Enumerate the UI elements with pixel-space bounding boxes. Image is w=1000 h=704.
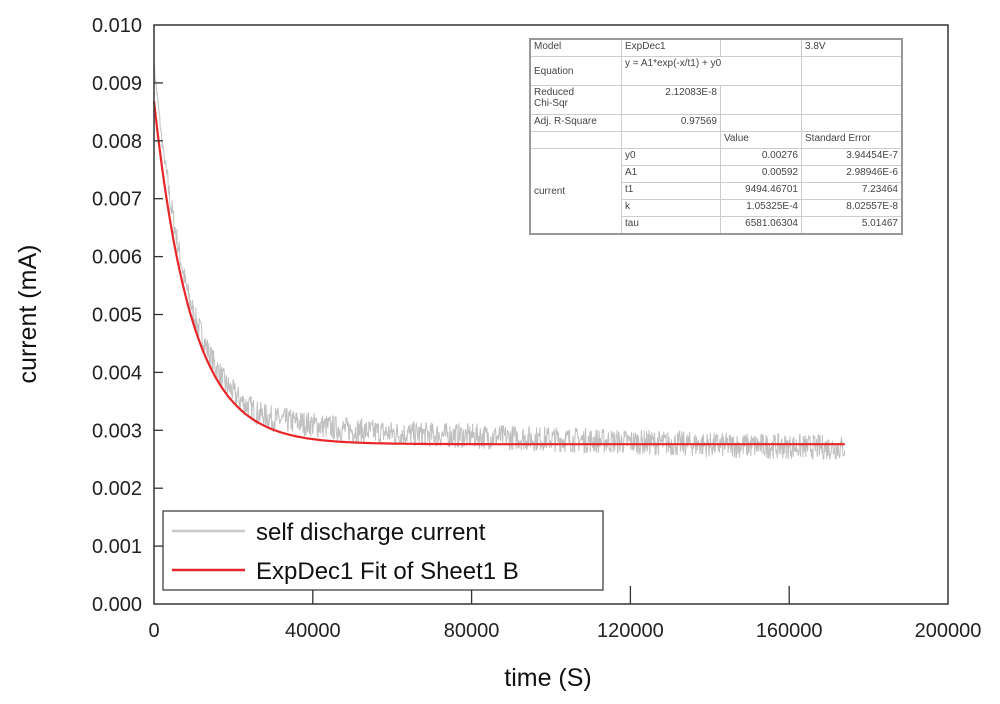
chisq-value: 2.12083E-8 [621,85,721,115]
param-name: t1 [621,182,721,200]
y-tick-label: 0.002 [92,478,142,500]
y-axis: 0.000 0.001 0.002 0.003 0.004 0.005 0.006 0.007… [92,15,163,616]
param-error: 7.23464 [801,182,903,200]
x-tick-label: 200000 [915,620,982,642]
model-label: Model [529,38,622,57]
param-value: 0.00592 [720,165,802,183]
legend: self discharge current ExpDec1 Fit of Sh… [162,510,604,591]
param-name: tau [621,216,721,235]
y-tick-label: 0.003 [92,420,142,442]
legend-box [162,510,604,591]
param-name: k [621,199,721,217]
empty-cell [720,85,802,115]
model-value: ExpDec1 [621,38,721,57]
expdec1-fit-line [152,101,845,446]
empty-cell [529,131,622,149]
equation-label: Equation [529,56,622,86]
legend-label-fit: ExpDec1 Fit of Sheet1 B [256,558,519,585]
y-tick-label: 0.006 [92,247,142,269]
chisq-label-1: Reduced [534,87,575,98]
y-tick-label: 0.009 [92,73,142,95]
y-tick-label: 0.001 [92,536,142,558]
legend-label-self-discharge: self discharge current [256,519,486,546]
group-label: current [529,148,622,235]
param-error: 8.02557E-8 [801,199,903,217]
r2-label: Adj. R-Square [529,114,622,132]
empty-cell [801,85,903,115]
empty-cell [720,38,802,57]
param-row: current y0 0.00276 3.94454E-7 [529,148,903,235]
self-discharge-current-line [153,64,846,460]
param-error: 2.98946E-6 [801,165,903,183]
param-name: y0 [621,148,721,166]
y-tick-label: 0.010 [92,15,142,37]
param-name: A1 [621,165,721,183]
r2-value: 0.97569 [621,114,721,132]
x-tick-label: 0 [148,620,159,642]
param-row: k 1.05325E-4 8.02557E-8 [530,199,903,217]
x-tick-label: 40000 [285,620,341,642]
value-header: Value [720,131,802,149]
y-tick-label: 0.005 [92,305,142,327]
empty-cell [720,114,802,132]
y-tick-label: 0.000 [92,594,142,616]
y-tick-label: 0.004 [92,362,142,384]
y-tick-label: 0.007 [92,189,142,211]
empty-cell [801,114,903,132]
param-value: 1.05325E-4 [720,199,802,217]
x-tick-label: 120000 [597,620,664,642]
param-value: 9494.46701 [720,182,802,200]
param-value: 6581.06304 [720,216,802,235]
empty-cell [621,131,721,149]
empty-cell [801,56,903,86]
y-tick-label: 0.008 [92,131,142,153]
param-error: 3.94454E-7 [801,148,903,166]
x-axis-title: time (S) [504,664,592,692]
error-header: Standard Error [801,131,903,149]
y-axis-title: current (mA) [14,245,42,384]
param-value: 0.00276 [720,148,802,166]
self-discharge-current-series [153,64,846,460]
chisq-label: Reduced Chi-Sqr [529,85,622,115]
fit-results-table: Model ExpDec1 3.8V Equation y = A1*exp(-… [529,38,903,235]
param-row: tau 6581.06304 5.01467 [530,216,903,235]
x-axis: 0 40000 80000 120000 160000 200000 [148,586,981,642]
equation-value: y = A1*exp(-x/t1) + y0 [621,56,802,86]
x-tick-label: 80000 [444,620,500,642]
param-row: A1 0.00592 2.98946E-6 [530,165,903,183]
param-error: 5.01467 [801,216,903,235]
voltage: 3.8V [801,38,903,57]
chisq-label-2: Chi-Sqr [534,98,568,109]
x-tick-label: 160000 [756,620,823,642]
